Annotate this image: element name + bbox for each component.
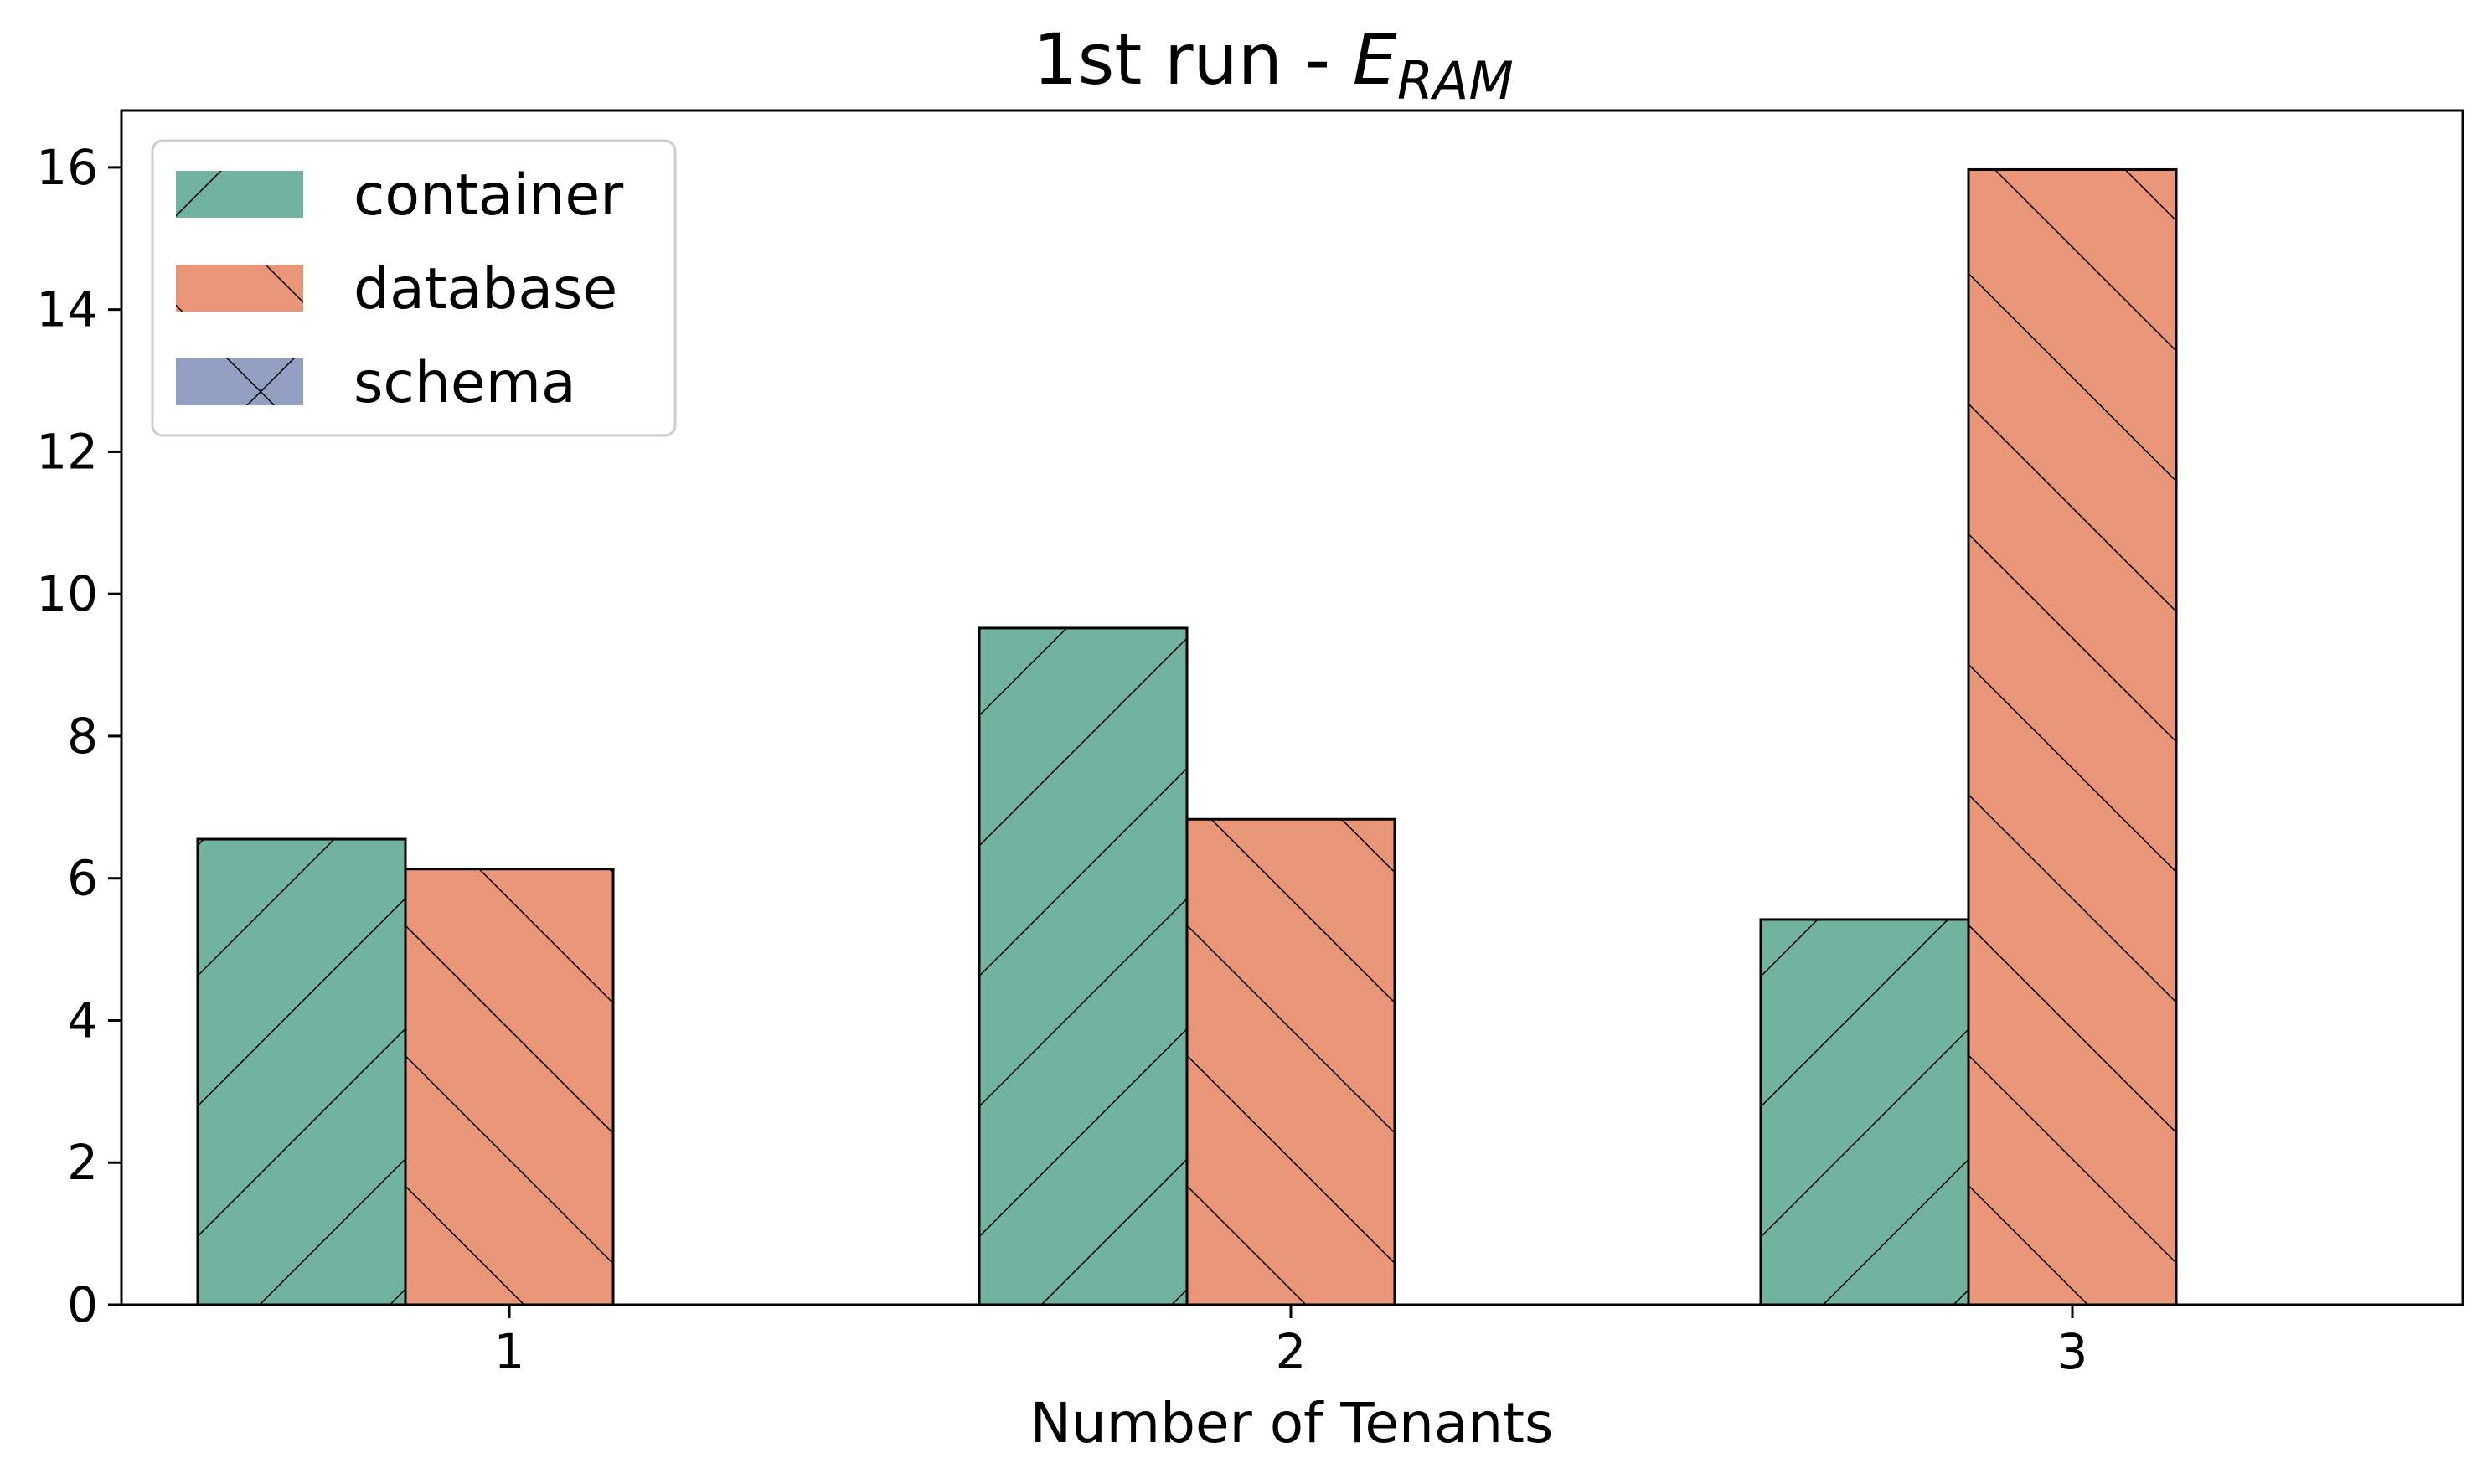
bar-hatch-container-2 bbox=[978, 626, 1189, 1306]
y-tick-label: 16 bbox=[36, 139, 98, 196]
bar-hatch-database-3 bbox=[1967, 167, 2178, 1306]
x-axis-label: Number of Tenants bbox=[1030, 1391, 1554, 1456]
x-tick-label: 2 bbox=[1276, 1323, 1307, 1380]
legend: container database schema bbox=[151, 139, 677, 437]
legend-swatch-hatch-schema bbox=[176, 358, 303, 405]
y-tick-label: 14 bbox=[36, 281, 98, 338]
legend-swatch-hatch-database bbox=[176, 265, 303, 312]
bar-hatch-database-2 bbox=[1185, 817, 1396, 1306]
y-tick-label: 0 bbox=[67, 1276, 98, 1333]
bars-group bbox=[196, 167, 2178, 1306]
legend-swatch-hatch-container bbox=[176, 171, 303, 218]
y-tick-label: 2 bbox=[67, 1134, 98, 1191]
legend-label-container: container bbox=[353, 162, 623, 229]
legend-label-database: database bbox=[353, 256, 617, 322]
x-tick-label: 1 bbox=[494, 1323, 525, 1380]
y-tick-label: 6 bbox=[67, 850, 98, 907]
y-tick-label: 12 bbox=[36, 423, 98, 480]
chart-title: 1st run - ERAM bbox=[1033, 18, 1514, 111]
bar-hatch-database-1 bbox=[404, 868, 615, 1306]
y-tick-label: 4 bbox=[67, 992, 98, 1049]
chart-title-symbol: E bbox=[1353, 18, 1397, 100]
y-tick-label: 10 bbox=[36, 565, 98, 622]
chart-title-subscript: RAM bbox=[1397, 50, 1514, 111]
bar-hatch-container-3 bbox=[1759, 918, 1970, 1306]
y-tick-label: 8 bbox=[67, 708, 98, 765]
chart-title-prefix: 1st run - bbox=[1033, 18, 1353, 100]
legend-label-schema: schema bbox=[353, 350, 576, 416]
bar-hatch-container-1 bbox=[196, 837, 407, 1306]
x-tick-label: 3 bbox=[2057, 1323, 2088, 1380]
